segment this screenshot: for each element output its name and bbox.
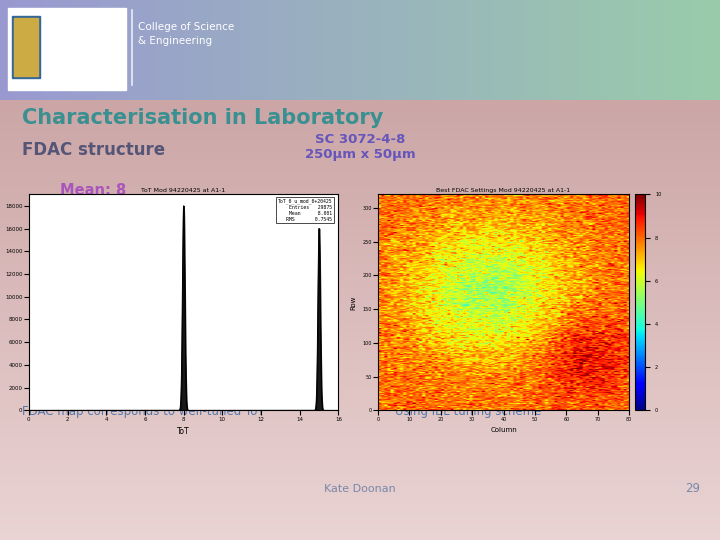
Text: SC 3072-4-8: SC 3072-4-8	[315, 133, 405, 146]
Text: RMS: 0.22: RMS: 0.22	[60, 203, 143, 218]
Text: & Engineering: & Engineering	[138, 36, 212, 46]
Bar	[12, 16, 40, 78]
Text: Using IBL tuning scheme: Using IBL tuning scheme	[395, 405, 541, 418]
Bar	[8, 8, 126, 90]
Text: FDAC map corresponds to well-tuned ToT: FDAC map corresponds to well-tuned ToT	[22, 405, 265, 418]
Text: Characterisation in Laboratory: Characterisation in Laboratory	[22, 108, 383, 128]
Y-axis label: Row: Row	[351, 295, 357, 309]
X-axis label: ToT: ToT	[177, 427, 190, 436]
Text: Mean: 8: Mean: 8	[60, 183, 126, 198]
Text: 29: 29	[685, 482, 700, 495]
Text: 250μm x 50μm: 250μm x 50μm	[305, 148, 415, 161]
Text: of Glasgow: of Glasgow	[46, 36, 115, 46]
Text: FDAC structure: FDAC structure	[22, 141, 165, 159]
Text: College of Science: College of Science	[138, 22, 234, 32]
Title: Best FDAC Settings Mod 94220425 at A1-1: Best FDAC Settings Mod 94220425 at A1-1	[436, 187, 571, 193]
Title: ToT Mod 94220425 at A1-1: ToT Mod 94220425 at A1-1	[141, 187, 226, 193]
X-axis label: Column: Column	[490, 427, 517, 433]
Text: ToT_0_u_mod_0+20425
Entries   29875
Mean      8.001
RMS       0.7545: ToT_0_u_mod_0+20425 Entries 29875 Mean 8…	[278, 199, 332, 222]
Bar	[14, 18, 38, 76]
Text: University: University	[46, 22, 110, 32]
Text: Kate Doonan: Kate Doonan	[324, 484, 396, 494]
